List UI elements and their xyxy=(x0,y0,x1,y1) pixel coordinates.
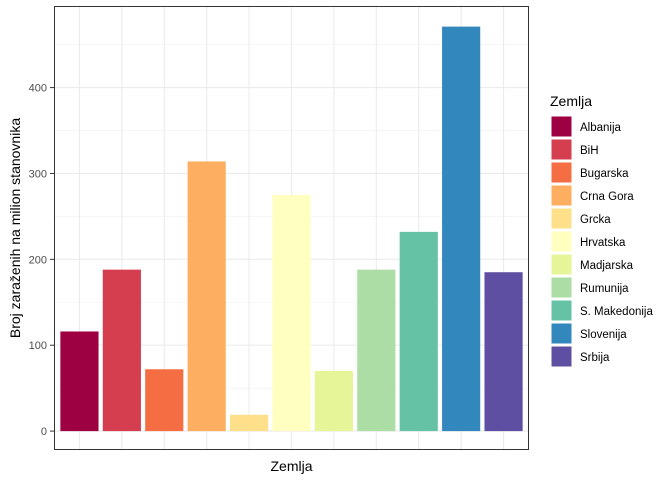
y-tick-label: 100 xyxy=(29,340,47,352)
bar-s-makedonija xyxy=(399,231,438,432)
legend-key-swatch xyxy=(550,253,573,276)
legend-key-swatch xyxy=(550,322,573,345)
legend-title: Zemlja xyxy=(550,93,592,109)
legend-key-swatch xyxy=(550,230,573,253)
bar-crna-gora xyxy=(187,161,226,432)
legend-item-label: Bugarska xyxy=(580,168,629,180)
legend-item-label: Slovenija xyxy=(580,329,627,341)
legend-item-label: S. Makedonija xyxy=(580,306,653,318)
legend-item-label: Srbija xyxy=(580,352,610,364)
legend-key-swatch xyxy=(550,299,573,322)
y-tick-label: 400 xyxy=(29,83,47,95)
bar-rumunija xyxy=(357,269,396,432)
bar-albanija xyxy=(60,331,99,432)
legend-item-label: BiH xyxy=(580,145,599,157)
bar-hrvatska xyxy=(272,194,311,432)
legend-key-swatch xyxy=(550,184,573,207)
legend: Zemlja Albanija BiH Bugarska Crna Gora Grcka… xyxy=(550,93,653,368)
legend-key-swatch xyxy=(550,207,573,230)
legend-item-label: Crna Gora xyxy=(580,191,634,203)
legend-item-label: Albanija xyxy=(580,122,622,134)
bar-slovenija xyxy=(442,26,481,432)
y-axis-title: Broj zaraženih na milion stanovnika xyxy=(7,118,23,338)
bar-bugarska xyxy=(145,369,184,432)
x-axis-title: Zemlja xyxy=(270,458,312,474)
legend-key-swatch xyxy=(550,115,573,138)
y-tick-label: 0 xyxy=(41,426,47,438)
y-tick-label: 200 xyxy=(29,254,47,266)
legend-key-swatch xyxy=(550,138,573,161)
legend-key-swatch xyxy=(550,161,573,184)
y-axis-ticks: 0 100 200 300 400 xyxy=(29,83,54,438)
bar-grcka xyxy=(230,414,269,432)
legend-item-label: Rumunija xyxy=(580,283,629,295)
bar-madjarska xyxy=(314,370,353,432)
legend-item-label: Madjarska xyxy=(580,260,634,272)
legend-key-swatch xyxy=(550,345,573,368)
legend-item-label: Hrvatska xyxy=(580,237,626,249)
y-tick-label: 300 xyxy=(29,168,47,180)
legend-items: Albanija BiH Bugarska Crna Gora Grcka Hrvatsk… xyxy=(550,115,653,368)
legend-key-swatch xyxy=(550,276,573,299)
bar-srbija xyxy=(484,272,523,432)
legend-item-label: Grcka xyxy=(580,214,611,226)
panel-border xyxy=(54,6,529,450)
bars xyxy=(60,26,523,432)
bar-bih xyxy=(102,269,141,432)
